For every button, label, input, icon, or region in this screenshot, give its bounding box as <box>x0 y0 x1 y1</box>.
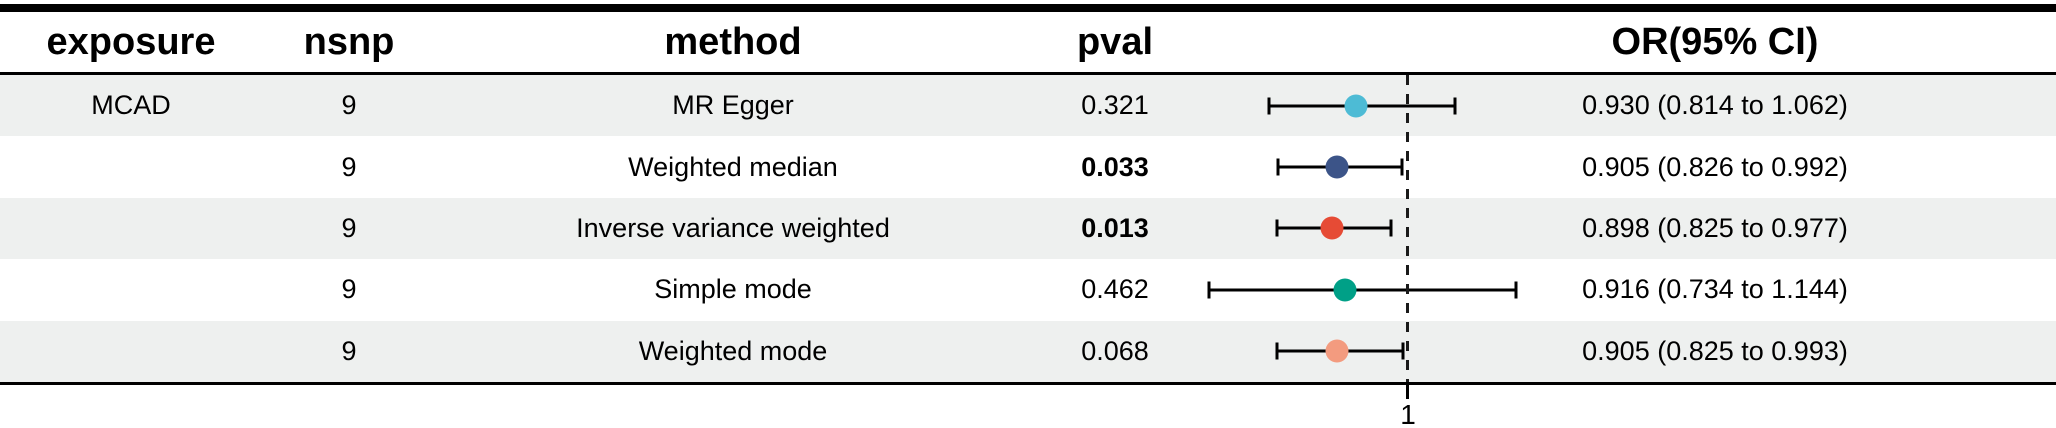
forest-plot-area <box>1200 198 1570 259</box>
forest-plot-area <box>1200 136 1570 197</box>
ci-cap-left <box>1267 97 1270 115</box>
ci-cap-left <box>1275 219 1279 237</box>
column-header-method: method <box>664 21 802 63</box>
method-value: Weighted mode <box>638 335 828 366</box>
method-value: Inverse variance weighted <box>576 212 890 243</box>
or-point <box>1320 216 1343 240</box>
forest-plot-area <box>1200 321 1570 382</box>
table-row: 9 Weighted median 0.033 0.905 (0.826 to … <box>0 136 2056 197</box>
pval-value: 0.068 <box>1081 335 1149 366</box>
table-row: 9 Inverse variance weighted 0.013 0.898 … <box>0 197 2056 260</box>
reference-line-or-1 <box>1406 75 1409 382</box>
ci-cap-right <box>1400 158 1404 176</box>
nsnp-value: 9 <box>341 212 357 243</box>
or-ci-value: 0.905 (0.825 to 0.993) <box>1582 335 1848 366</box>
top-border-rule <box>0 4 2056 12</box>
or-ci-value: 0.916 (0.734 to 1.144) <box>1582 274 1848 305</box>
or-point <box>1325 339 1349 363</box>
nsnp-value: 9 <box>341 274 357 305</box>
table-row: 9 Weighted mode 0.068 0.905 (0.825 to 0.… <box>0 320 2056 382</box>
forest-plot-area <box>1200 75 1570 136</box>
or-point <box>1333 278 1357 302</box>
table-header-row: exposure nsnp method pval OR(95% CI) <box>0 12 2056 72</box>
or-ci-value: 0.930 (0.814 to 1.062) <box>1582 90 1848 121</box>
bottom-border-rule <box>0 382 2056 385</box>
table-body: MCAD 9 MR Egger 0.321 0.930 (0.814 to 1.… <box>0 75 2056 382</box>
ci-cap-right <box>1453 97 1456 115</box>
x-axis-tick-label: 1 <box>1400 399 1416 428</box>
ci-cap-left <box>1207 281 1210 299</box>
column-header-exposure: exposure <box>46 21 216 63</box>
or-ci-value: 0.905 (0.826 to 0.992) <box>1582 151 1848 182</box>
ci-cap-right <box>1401 342 1405 360</box>
or-ci-value: 0.898 (0.825 to 0.977) <box>1582 212 1848 243</box>
column-header-nsnp: nsnp <box>303 21 395 63</box>
table-row: 9 Simple mode 0.462 0.916 (0.734 to 1.14… <box>0 259 2056 320</box>
nsnp-value: 9 <box>341 90 357 121</box>
pval-value: 0.462 <box>1081 274 1149 305</box>
ci-cap-left <box>1276 158 1279 176</box>
pval-value: 0.321 <box>1081 90 1149 121</box>
ci-line <box>1208 288 1516 292</box>
exposure-value: MCAD <box>91 90 171 121</box>
header-underline-rule <box>0 72 2056 75</box>
ci-cap-right <box>1389 219 1393 237</box>
column-header-pval: pval <box>1076 21 1154 63</box>
ci-cap-right <box>1514 281 1518 299</box>
nsnp-value: 9 <box>341 151 357 182</box>
x-axis-tick <box>1406 385 1409 399</box>
ci-cap-left <box>1275 342 1279 360</box>
pval-value: 0.013 <box>1081 212 1149 243</box>
method-value: Weighted median <box>628 151 838 182</box>
pval-value: 0.033 <box>1081 151 1149 182</box>
or-point <box>1325 155 1349 179</box>
column-header-or-ci: OR(95% CI) <box>1611 21 1819 63</box>
or-point <box>1344 94 1367 118</box>
forest-plot-area <box>1200 259 1570 320</box>
nsnp-value: 9 <box>341 335 357 366</box>
method-value: MR Egger <box>672 90 794 121</box>
method-value: Simple mode <box>654 274 812 305</box>
table-row: MCAD 9 MR Egger 0.321 0.930 (0.814 to 1.… <box>0 75 2056 137</box>
